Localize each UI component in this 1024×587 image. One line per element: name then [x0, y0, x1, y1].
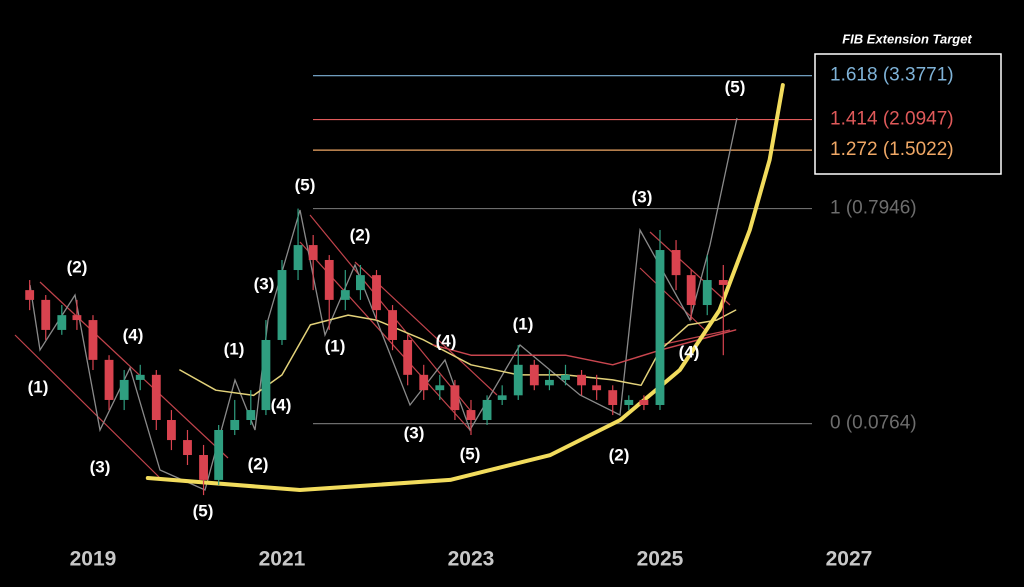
wave-label: (5) — [295, 175, 316, 194]
candle-body — [277, 270, 287, 340]
wave-label: (4) — [436, 331, 457, 350]
candle-body — [356, 275, 365, 291]
candle-body — [608, 390, 618, 406]
candle-body — [88, 320, 98, 360]
candle-body — [151, 374, 161, 421]
candle-body — [718, 280, 728, 285]
candle-body — [529, 364, 539, 386]
candle-body — [199, 455, 208, 480]
fib-label: 1.414 (2.0947) — [830, 109, 954, 130]
wave-label: (3) — [90, 457, 111, 476]
annotation-line — [39, 281, 229, 459]
candle-body — [639, 399, 649, 406]
candle-body — [466, 410, 476, 421]
wave-label: (3) — [254, 274, 275, 293]
fib-box — [814, 53, 1002, 175]
candle-body — [57, 315, 67, 330]
wave-label: (2) — [350, 225, 371, 244]
candle-body — [261, 339, 271, 411]
candle-body — [25, 290, 35, 300]
annotation-line — [14, 334, 161, 479]
candle-body — [624, 399, 634, 406]
candle-body — [135, 374, 145, 380]
wave-label: (4) — [679, 342, 700, 361]
fib-label: 1.272 (1.5022) — [830, 139, 954, 160]
candle-body — [167, 420, 176, 441]
candle-body — [686, 275, 696, 306]
x-tick-label: 2027 — [826, 548, 873, 571]
candle-body — [388, 310, 397, 340]
candle-body — [435, 385, 445, 391]
wave-label: (4) — [271, 395, 292, 414]
candle-body — [577, 374, 586, 386]
wave-label: (5) — [460, 444, 481, 463]
wave-label: (2) — [609, 445, 630, 464]
candle-body — [513, 364, 523, 396]
candle-body — [293, 245, 303, 271]
wave-label: (1) — [224, 339, 245, 358]
annotation-line — [659, 329, 731, 346]
candle-body — [482, 399, 492, 421]
fib-title: FIB Extension Target — [842, 31, 972, 46]
wave-label: (2) — [67, 257, 88, 276]
wave-label: (1) — [325, 336, 346, 355]
annotation-line — [639, 267, 706, 331]
wave-label: (5) — [193, 501, 214, 520]
wave-label: (5) — [725, 77, 746, 96]
candle-body — [655, 250, 665, 406]
candle-body — [246, 410, 256, 421]
annotation-line — [649, 231, 731, 306]
wave-label: (3) — [632, 187, 653, 206]
candle-body — [545, 379, 554, 386]
fib-label: 1.618 (3.3771) — [830, 65, 954, 86]
x-tick-label: 2019 — [70, 548, 117, 571]
candle-body — [324, 259, 334, 300]
candle-body — [119, 379, 129, 400]
x-tick-label: 2025 — [637, 548, 684, 571]
candle-body — [183, 440, 192, 456]
wave-label: (4) — [123, 325, 144, 344]
wave-label: (3) — [404, 423, 425, 442]
candle-body — [214, 430, 224, 480]
candle-body — [72, 315, 82, 321]
x-tick-label: 2021 — [259, 548, 306, 571]
x-tick-label: 2023 — [448, 548, 495, 571]
candle-body — [41, 299, 51, 330]
wave-label: (1) — [28, 377, 49, 396]
candle-body — [450, 385, 460, 411]
candle-body — [372, 275, 381, 311]
fib-label: 0 (0.0764) — [830, 413, 917, 434]
fib-label: 1 (0.7946) — [830, 198, 917, 219]
wave-label: (2) — [248, 454, 269, 473]
overlay-line — [432, 329, 737, 366]
candle-body — [104, 359, 114, 400]
overlay-line — [179, 309, 737, 397]
candle-body — [671, 250, 681, 276]
candle-body — [230, 420, 240, 431]
candle-body — [592, 385, 602, 391]
candle-body — [308, 245, 318, 260]
candle-body — [340, 290, 350, 300]
candle-body — [403, 339, 413, 375]
candle-body — [561, 374, 570, 380]
candle-body — [702, 280, 712, 306]
candle-body — [497, 395, 507, 400]
wave-label: (1) — [513, 314, 534, 333]
overlay-line — [145, 83, 785, 492]
candle-body — [419, 374, 429, 391]
